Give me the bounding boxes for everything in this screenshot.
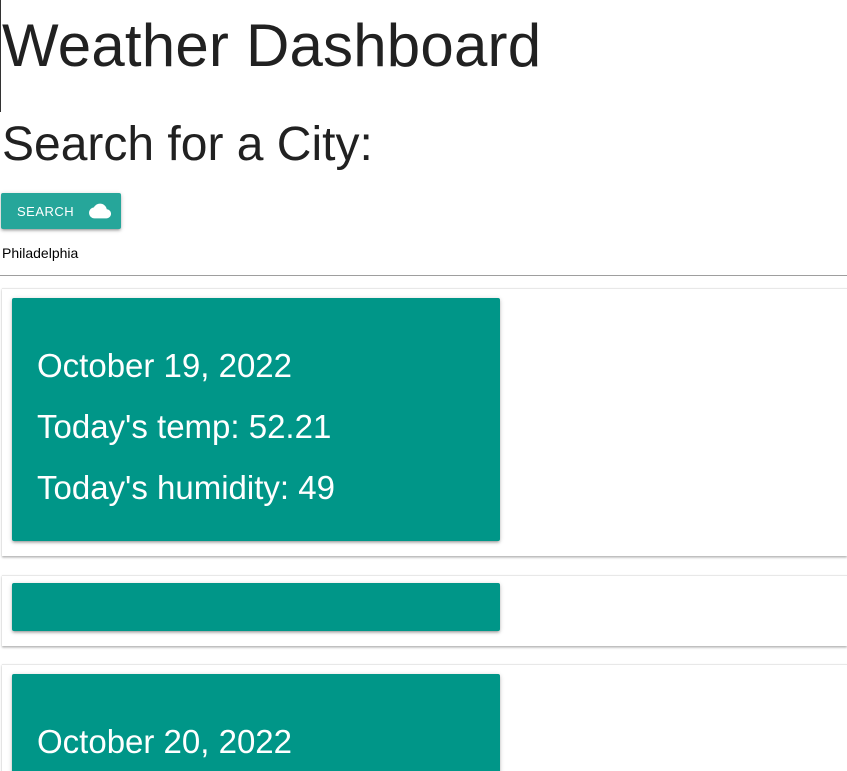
left-edge-line: [0, 0, 1, 112]
weather-card: October 20, 2022: [12, 674, 500, 771]
cloud-icon: [89, 203, 112, 219]
weather-card: October 19, 2022 Today's temp: 52.21 Tod…: [12, 298, 500, 541]
city-input-wrapper: [0, 243, 847, 276]
city-search-input[interactable]: [0, 243, 847, 263]
card-date: October 20, 2022: [37, 723, 293, 760]
forecast-panel: [2, 575, 847, 646]
search-button[interactable]: SEARCH: [1, 193, 121, 229]
card-temp: Today's temp: 52.21: [37, 408, 332, 445]
search-button-label: SEARCH: [17, 203, 75, 219]
page-title: Weather Dashboard: [2, 12, 542, 79]
card-humidity: Today's humidity: 49: [37, 469, 335, 506]
forecast-panel: October 19, 2022 Today's temp: 52.21 Tod…: [2, 288, 847, 556]
search-heading: Search for a City:: [2, 118, 373, 171]
weather-card-empty: [12, 583, 500, 631]
card-date: October 19, 2022: [37, 347, 293, 384]
forecast-panel: October 20, 2022: [2, 664, 847, 771]
